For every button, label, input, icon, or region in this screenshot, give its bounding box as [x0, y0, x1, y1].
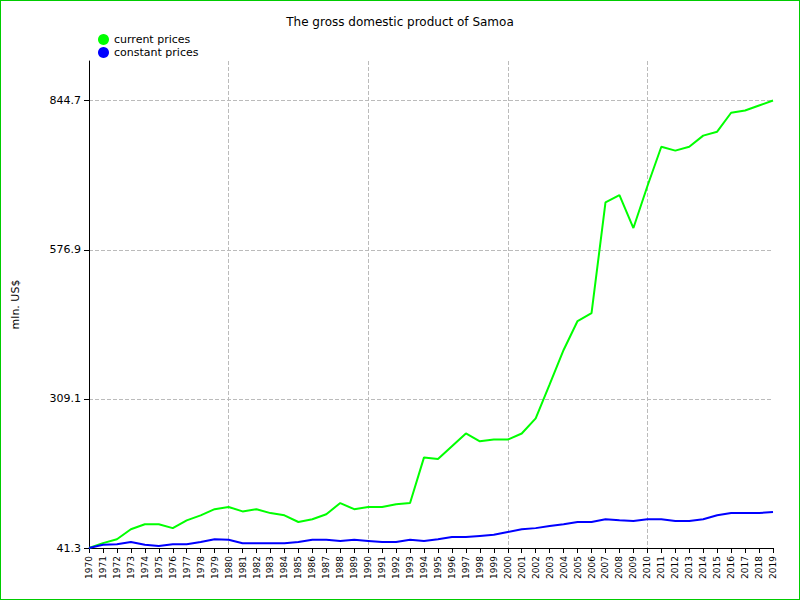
svg-text:576.9: 576.9 [50, 243, 82, 256]
svg-text:2019: 2019 [768, 556, 778, 579]
svg-text:2008: 2008 [614, 556, 624, 579]
svg-text:mln. US$: mln. US$ [9, 280, 22, 330]
svg-text:2007: 2007 [600, 556, 610, 579]
svg-text:1983: 1983 [265, 556, 275, 579]
svg-text:2015: 2015 [712, 556, 722, 579]
svg-text:844.7: 844.7 [50, 94, 82, 107]
svg-text:2010: 2010 [642, 556, 652, 579]
svg-text:1973: 1973 [126, 556, 136, 579]
svg-text:2009: 2009 [628, 556, 638, 579]
svg-text:1986: 1986 [307, 556, 317, 579]
svg-text:1998: 1998 [475, 556, 485, 579]
svg-text:1979: 1979 [210, 556, 220, 579]
svg-text:2018: 2018 [754, 556, 764, 579]
svg-text:constant prices: constant prices [114, 46, 199, 59]
svg-text:1995: 1995 [433, 556, 443, 579]
svg-text:41.3: 41.3 [57, 542, 82, 555]
svg-text:1990: 1990 [363, 556, 373, 579]
svg-text:309.1: 309.1 [50, 392, 82, 405]
svg-text:1972: 1972 [112, 556, 122, 579]
svg-text:The gross domestic product of: The gross domestic product of Samoa [285, 15, 514, 29]
svg-text:1996: 1996 [447, 556, 457, 579]
svg-text:1971: 1971 [98, 556, 108, 579]
svg-text:1987: 1987 [321, 556, 331, 579]
svg-text:1988: 1988 [335, 556, 345, 579]
svg-text:2011: 2011 [656, 556, 666, 579]
svg-text:2000: 2000 [503, 556, 513, 579]
svg-text:1997: 1997 [461, 556, 471, 579]
svg-text:2006: 2006 [587, 556, 597, 579]
svg-text:2017: 2017 [740, 556, 750, 579]
svg-text:1976: 1976 [168, 556, 178, 579]
svg-text:current prices: current prices [114, 33, 191, 46]
svg-text:2013: 2013 [684, 556, 694, 579]
svg-text:2002: 2002 [531, 556, 541, 579]
svg-text:1970: 1970 [84, 556, 94, 579]
svg-text:1999: 1999 [489, 556, 499, 579]
svg-text:1989: 1989 [349, 556, 359, 579]
svg-text:2016: 2016 [726, 556, 736, 579]
svg-text:1978: 1978 [196, 556, 206, 579]
svg-text:1977: 1977 [182, 556, 192, 579]
svg-text:1980: 1980 [224, 556, 234, 579]
svg-text:1994: 1994 [419, 556, 429, 579]
svg-text:2014: 2014 [698, 556, 708, 579]
svg-text:1981: 1981 [238, 556, 248, 579]
svg-text:1991: 1991 [377, 556, 387, 579]
svg-text:2012: 2012 [670, 556, 680, 579]
svg-text:1982: 1982 [252, 556, 262, 579]
svg-text:1975: 1975 [154, 556, 164, 579]
svg-text:1992: 1992 [391, 556, 401, 579]
svg-text:1993: 1993 [405, 556, 415, 579]
svg-text:1984: 1984 [279, 556, 289, 579]
svg-text:2001: 2001 [517, 556, 527, 579]
svg-text:2005: 2005 [573, 556, 583, 579]
svg-text:1974: 1974 [140, 556, 150, 579]
svg-text:2004: 2004 [559, 556, 569, 579]
svg-text:1985: 1985 [293, 556, 303, 579]
svg-text:2003: 2003 [545, 556, 555, 579]
